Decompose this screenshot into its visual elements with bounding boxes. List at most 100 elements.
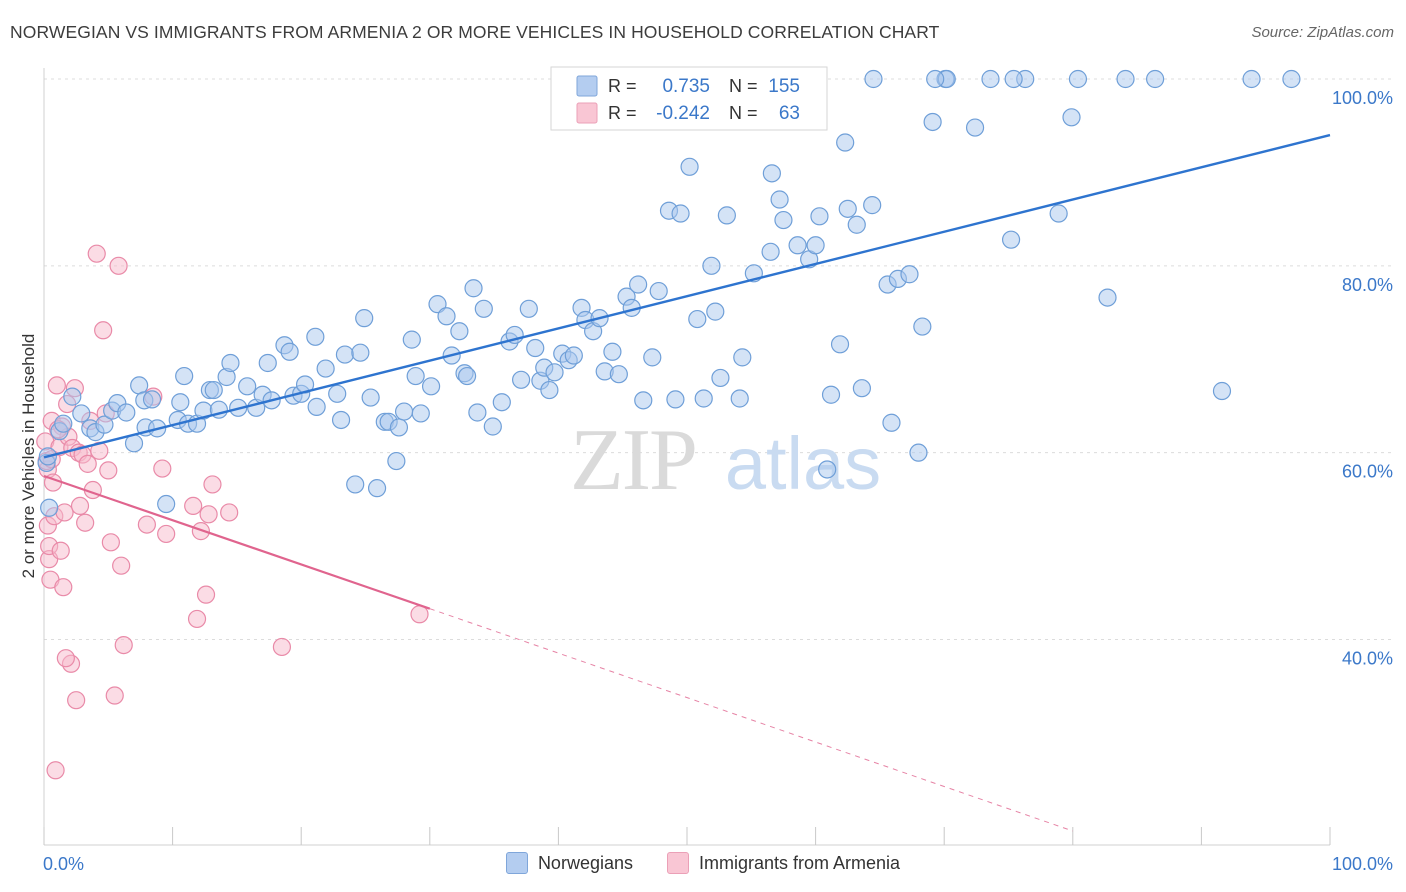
data-point: [67, 691, 86, 710]
data-point: [730, 389, 749, 408]
data-point: [199, 505, 218, 524]
legend-r-value: -0.242: [656, 103, 710, 124]
data-point: [629, 275, 648, 294]
data-point: [191, 522, 210, 541]
data-point: [900, 265, 919, 284]
data-point: [328, 384, 347, 403]
data-point: [788, 236, 807, 255]
data-point: [457, 366, 477, 386]
series-norwegians: [37, 69, 1301, 517]
data-point: [810, 207, 829, 226]
data-point: [981, 69, 1000, 89]
data-point: [204, 380, 223, 400]
data-point: [762, 164, 781, 183]
x-tick-label: 100.0%: [1332, 854, 1393, 874]
data-point: [171, 393, 190, 412]
data-point: [70, 496, 90, 516]
x-tick-label: 0.0%: [43, 854, 84, 874]
data-point: [1068, 69, 1088, 89]
data-point: [335, 345, 355, 364]
data-point: [1049, 204, 1068, 223]
data-point: [818, 460, 837, 479]
data-point: [680, 157, 699, 176]
legend-item-armenia: Immigrants from Armenia: [666, 852, 901, 874]
data-point: [87, 244, 106, 263]
data-point: [706, 302, 725, 321]
data-point: [157, 524, 176, 544]
data-point: [702, 256, 721, 275]
y-axis-label: 2 or more Vehicles in Household: [19, 334, 38, 579]
data-point: [157, 494, 176, 514]
watermark: ZIP atlas: [570, 412, 881, 509]
data-point: [63, 387, 82, 406]
legend-item-norwegians: Norwegians: [505, 852, 633, 874]
data-point: [95, 415, 114, 434]
data-point: [238, 377, 257, 396]
data-point: [361, 388, 380, 407]
data-point: [54, 578, 73, 597]
data-point: [406, 366, 425, 386]
data-point: [688, 309, 707, 329]
data-point: [196, 585, 216, 604]
data-point: [72, 404, 91, 423]
data-point: [306, 327, 325, 346]
data-point: [187, 609, 207, 629]
data-point: [671, 204, 690, 223]
data-point: [526, 338, 545, 358]
data-point: [694, 389, 713, 408]
data-point: [761, 242, 780, 261]
data-point: [117, 403, 136, 422]
data-point: [519, 299, 538, 318]
data-point: [203, 475, 222, 494]
data-point: [307, 397, 326, 416]
trend-line-armenia: [43, 474, 431, 610]
data-point: [634, 391, 653, 410]
data-point: [838, 199, 857, 218]
data-point: [1282, 69, 1301, 89]
data-point: [402, 330, 421, 349]
data-point: [101, 533, 120, 552]
y-tick-label: 60.0%: [1342, 462, 1393, 482]
data-point: [649, 281, 668, 301]
legend-label-armenia: Immigrants from Armenia: [698, 852, 901, 873]
data-point: [40, 498, 59, 517]
data-point: [864, 69, 883, 89]
data-point: [94, 321, 113, 340]
legend-n-label: N =: [729, 76, 758, 96]
data-point: [389, 418, 409, 437]
data-point: [643, 348, 662, 367]
data-point: [221, 353, 240, 373]
data-point: [1212, 381, 1232, 401]
data-point: [821, 385, 841, 404]
correlation-legend: R = 0.735 N = 155 R = -0.242 N = 63: [550, 66, 828, 131]
data-point: [331, 410, 351, 430]
data-point: [184, 496, 203, 516]
data-point: [863, 196, 882, 215]
trend-lines: [43, 133, 1331, 832]
data-point: [1062, 108, 1081, 127]
data-point: [545, 363, 564, 382]
data-point: [99, 461, 118, 480]
data-point: [109, 256, 128, 275]
data-point: [142, 390, 162, 409]
legend-swatch-norwegians: [505, 852, 528, 874]
data-point: [280, 342, 299, 361]
grid-lines: [44, 78, 1394, 640]
data-point: [483, 417, 502, 436]
data-point: [909, 443, 928, 462]
data-point: [316, 359, 335, 378]
legend-label-norwegians: Norwegians: [537, 852, 633, 873]
y-tick-label: 100.0%: [1332, 88, 1393, 108]
legend-r-label: R =: [608, 103, 637, 123]
data-point: [112, 556, 131, 575]
data-point: [468, 403, 487, 422]
data-point: [258, 353, 277, 373]
legend-swatch: [576, 75, 598, 97]
data-point: [351, 343, 370, 362]
data-point: [428, 295, 447, 314]
data-point: [175, 366, 194, 386]
data-point: [1242, 69, 1261, 89]
data-point: [1001, 230, 1021, 249]
watermark-zip: ZIP: [570, 412, 696, 509]
